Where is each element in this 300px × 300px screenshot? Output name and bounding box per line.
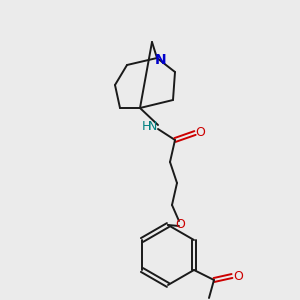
Text: O: O (233, 269, 243, 283)
Text: O: O (195, 127, 205, 140)
Text: N: N (148, 121, 157, 134)
Text: O: O (175, 218, 185, 230)
Text: N: N (155, 53, 167, 67)
Text: H: H (142, 121, 151, 134)
